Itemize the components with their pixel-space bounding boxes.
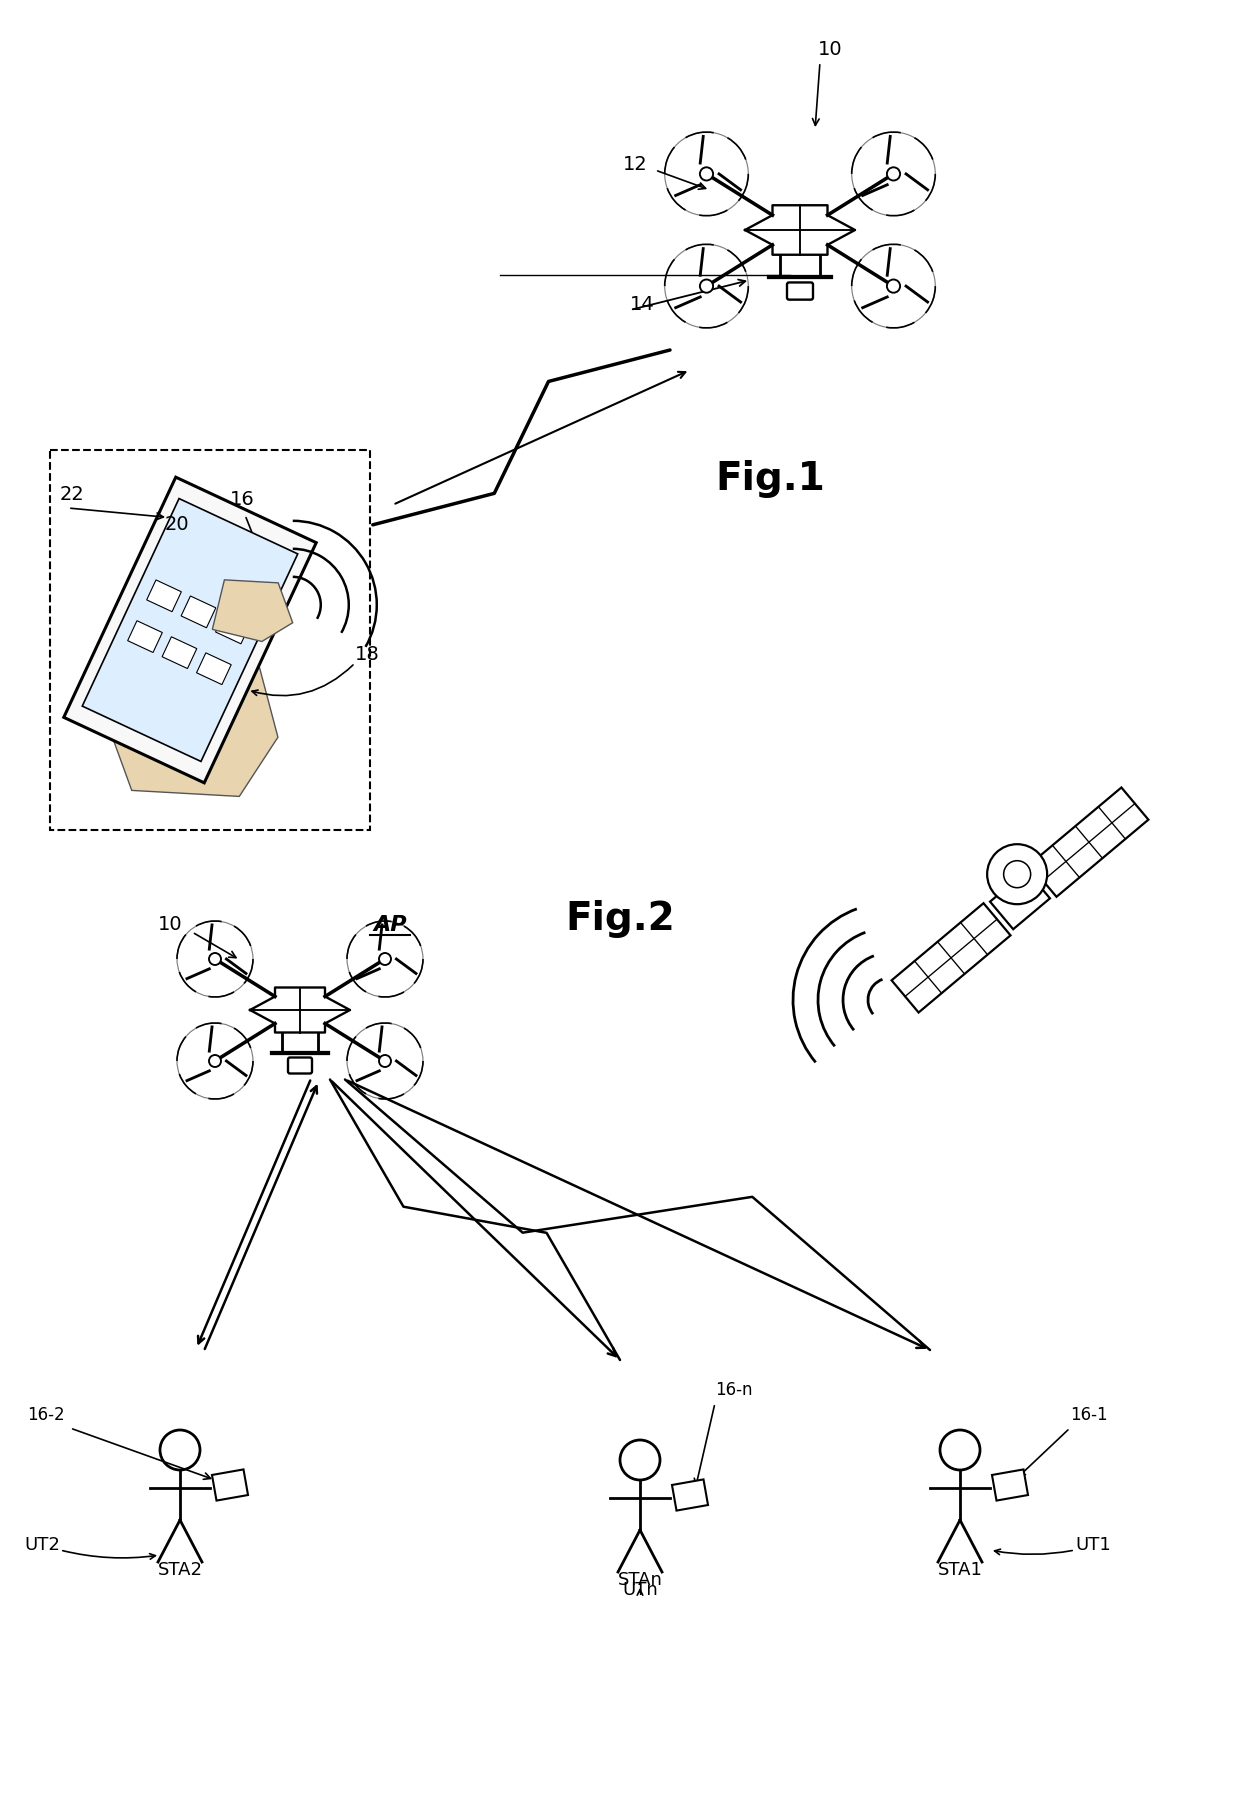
Polygon shape bbox=[128, 621, 162, 652]
Polygon shape bbox=[745, 205, 856, 254]
Text: 10: 10 bbox=[157, 915, 182, 935]
Circle shape bbox=[210, 1055, 221, 1066]
Polygon shape bbox=[672, 1479, 708, 1511]
FancyBboxPatch shape bbox=[288, 1057, 312, 1073]
Polygon shape bbox=[162, 638, 197, 668]
Text: AP: AP bbox=[373, 915, 407, 935]
Text: UT1: UT1 bbox=[1075, 1536, 1111, 1554]
Text: UTn: UTn bbox=[622, 1581, 658, 1599]
Text: STA1: STA1 bbox=[937, 1561, 982, 1579]
Polygon shape bbox=[250, 987, 350, 1032]
Text: 16-n: 16-n bbox=[715, 1381, 753, 1399]
Text: 22: 22 bbox=[60, 484, 84, 504]
Polygon shape bbox=[992, 1470, 1028, 1500]
Circle shape bbox=[210, 953, 221, 965]
Text: 10: 10 bbox=[817, 40, 842, 59]
FancyBboxPatch shape bbox=[50, 450, 370, 830]
Text: Fig.2: Fig.2 bbox=[565, 900, 675, 938]
Polygon shape bbox=[892, 902, 1011, 1012]
Polygon shape bbox=[1029, 787, 1148, 897]
Polygon shape bbox=[990, 872, 1050, 929]
Polygon shape bbox=[196, 652, 231, 684]
Text: Fig.1: Fig.1 bbox=[715, 459, 825, 499]
Polygon shape bbox=[181, 596, 216, 629]
Text: 20: 20 bbox=[165, 515, 190, 535]
Polygon shape bbox=[98, 638, 278, 796]
Text: UT2: UT2 bbox=[24, 1536, 60, 1554]
Circle shape bbox=[887, 167, 900, 180]
Circle shape bbox=[699, 167, 713, 180]
Circle shape bbox=[379, 1055, 391, 1066]
Text: 16-1: 16-1 bbox=[1070, 1407, 1107, 1425]
Text: STAn: STAn bbox=[618, 1570, 662, 1588]
Polygon shape bbox=[82, 499, 298, 762]
Polygon shape bbox=[216, 612, 250, 643]
Circle shape bbox=[887, 279, 900, 294]
Text: 12: 12 bbox=[622, 155, 647, 175]
Circle shape bbox=[987, 845, 1047, 904]
Text: STA2: STA2 bbox=[157, 1561, 202, 1579]
Polygon shape bbox=[212, 1470, 248, 1500]
Text: 16: 16 bbox=[229, 490, 254, 510]
Text: 18: 18 bbox=[355, 645, 379, 665]
Polygon shape bbox=[146, 580, 181, 612]
Polygon shape bbox=[63, 477, 316, 783]
Circle shape bbox=[699, 279, 713, 294]
Polygon shape bbox=[212, 580, 293, 641]
Text: 16-2: 16-2 bbox=[27, 1407, 64, 1425]
Circle shape bbox=[379, 953, 391, 965]
FancyBboxPatch shape bbox=[787, 283, 813, 299]
Text: 14: 14 bbox=[630, 295, 655, 313]
